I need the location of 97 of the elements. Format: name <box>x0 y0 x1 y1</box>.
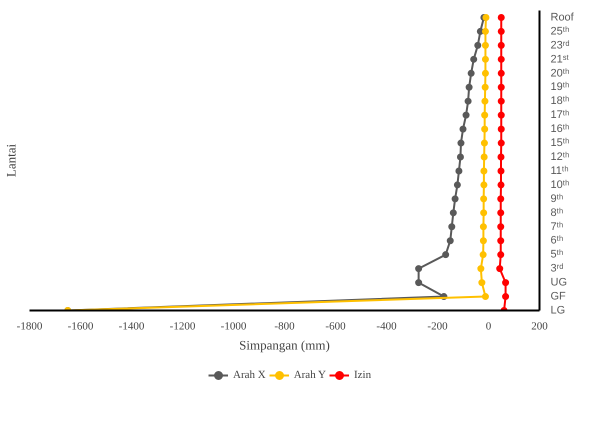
point <box>457 140 464 147</box>
point <box>482 28 489 35</box>
x-tick-label: -1400 <box>118 320 145 332</box>
y-tick-label: 5ᵗʰ <box>550 248 564 261</box>
point <box>498 42 505 49</box>
point <box>477 265 484 272</box>
point <box>498 70 505 77</box>
y-tick-label: 21ˢᵗ <box>550 53 570 66</box>
y-tick-label: 23ʳᵈ <box>550 39 570 52</box>
point <box>496 265 504 272</box>
point <box>442 251 450 258</box>
y-tick-label: 7ᵗʰ <box>550 220 564 233</box>
point <box>498 140 505 147</box>
point <box>470 56 478 63</box>
y-axis-title: Lantai <box>4 144 18 178</box>
x-tick-label: -1200 <box>170 320 196 332</box>
point <box>481 126 488 133</box>
point <box>464 98 472 105</box>
point <box>466 84 473 91</box>
point <box>498 28 505 35</box>
point <box>482 56 489 63</box>
x-tick-label: -600 <box>325 320 346 332</box>
point <box>468 70 475 77</box>
point <box>498 112 505 119</box>
y-tick-label: 18ᵗʰ <box>550 95 570 108</box>
point <box>480 237 487 244</box>
point <box>498 56 505 63</box>
point <box>498 84 505 91</box>
point <box>482 42 489 49</box>
x-tick-label: 0 <box>486 320 492 332</box>
point <box>480 251 487 258</box>
x-axis-title: Simpangan (mm) <box>239 338 330 352</box>
y-tick-label: 11ᵗʰ <box>550 164 569 177</box>
point <box>448 223 456 230</box>
point <box>454 181 461 188</box>
y-tick-label: 9ᵗʰ <box>550 192 564 205</box>
legend-label: Arah Y <box>294 369 326 381</box>
x-tick-label: 200 <box>531 320 548 332</box>
point <box>502 279 510 286</box>
x-tick-label: -1800 <box>16 320 43 332</box>
point <box>478 279 486 286</box>
point <box>480 167 488 174</box>
point <box>480 154 488 161</box>
y-tick-label: 19ᵗʰ <box>550 81 570 94</box>
point <box>497 195 504 202</box>
point <box>502 293 510 300</box>
point <box>415 265 422 272</box>
y-tick-label: 10ᵗʰ <box>550 178 570 191</box>
x-tick-label: -1600 <box>68 320 94 332</box>
y-tick-label: LG <box>550 304 566 316</box>
y-tick-label: 15ᵗʰ <box>550 137 570 150</box>
point <box>497 237 504 244</box>
point <box>480 181 488 188</box>
point <box>455 167 462 174</box>
x-tick-label: -400 <box>376 320 398 332</box>
x-tick-label: -800 <box>274 320 296 332</box>
point <box>480 223 487 230</box>
y-tick-label: UG <box>550 276 567 289</box>
x-tick-label: -200 <box>427 320 448 332</box>
legend-label: Izin <box>354 369 372 381</box>
point <box>497 167 504 174</box>
point <box>446 237 454 244</box>
y-tick-label: Roof <box>550 11 575 24</box>
point <box>497 223 504 230</box>
point <box>498 14 505 21</box>
legend-label: Arah X <box>233 369 266 381</box>
point <box>462 112 470 119</box>
point <box>482 70 489 77</box>
y-tick-label: 16ᵗʰ <box>550 123 570 136</box>
point <box>497 251 504 258</box>
y-tick-label: 6ᵗʰ <box>550 234 564 247</box>
point <box>481 112 488 119</box>
point <box>482 293 489 300</box>
point <box>497 209 504 216</box>
point <box>480 209 488 216</box>
point <box>480 140 488 147</box>
point <box>452 195 459 202</box>
y-tick-label: 20ᵗʰ <box>550 67 570 80</box>
point <box>450 209 457 216</box>
point <box>482 84 489 91</box>
x-tick-label: -1000 <box>220 320 247 332</box>
y-tick-label: 17ᵗʰ <box>550 109 570 122</box>
point <box>474 42 482 49</box>
point <box>498 126 505 133</box>
y-tick-label: 12ᵗʰ <box>550 151 570 164</box>
point <box>456 154 464 161</box>
point <box>497 181 504 188</box>
y-tick-label: 25ᵗʰ <box>550 25 570 38</box>
point <box>481 98 488 105</box>
point <box>460 126 466 133</box>
y-tick-label: 8ᵗʰ <box>550 206 564 219</box>
point <box>497 154 504 161</box>
y-tick-label: GF <box>550 290 566 303</box>
point <box>480 195 488 202</box>
y-tick-label: 3ʳᵈ <box>550 262 564 275</box>
point <box>415 279 422 286</box>
point <box>498 98 505 105</box>
